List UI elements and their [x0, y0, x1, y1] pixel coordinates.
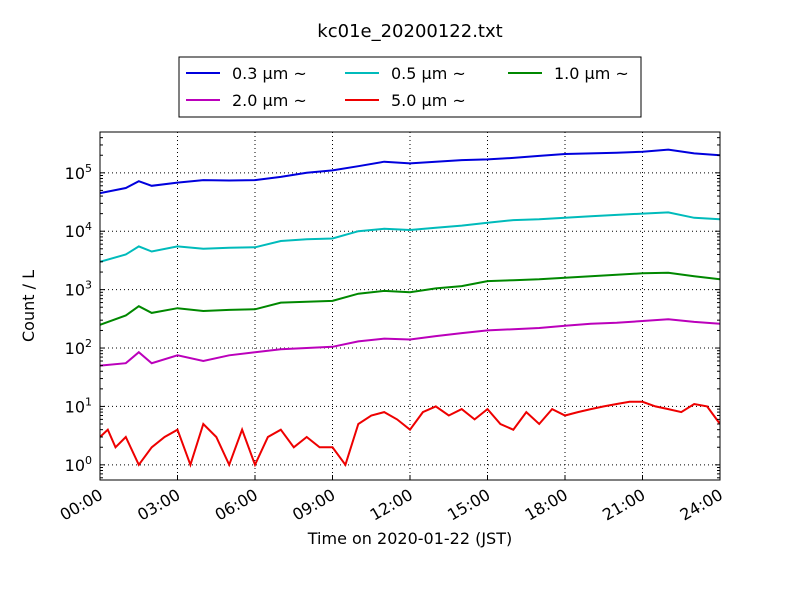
legend-label-2: 1.0 μm ~ — [554, 64, 629, 83]
legend-label-3: 2.0 μm ~ — [232, 91, 307, 110]
legend: 0.3 μm ~ 0.5 μm ~ 1.0 μm ~ 2.0 μm ~ 5.0 μm ~ — [178, 56, 642, 118]
x-axis-label: Time on 2020-01-22 (JST) — [307, 529, 512, 548]
y-tick-label: 104 — [65, 220, 92, 241]
series-line-1 — [100, 211, 720, 263]
series-line-3 — [100, 318, 720, 367]
legend-label-4: 5.0 μm ~ — [391, 91, 466, 110]
chart-title: kc01e_20200122.txt — [317, 21, 502, 42]
y-tick-label: 103 — [65, 279, 92, 300]
y-tick-label: 105 — [65, 162, 92, 183]
y-tick-label: 102 — [65, 337, 92, 358]
series-line-0 — [100, 148, 720, 195]
y-tick-label: 101 — [65, 395, 92, 416]
series-line-2 — [100, 271, 720, 326]
grid — [100, 132, 720, 480]
legend-label-0: 0.3 μm ~ — [232, 64, 307, 83]
y-axis-label: Count / L — [19, 270, 38, 342]
legend-label-1: 0.5 μm ~ — [391, 64, 466, 83]
legend-frame — [178, 56, 642, 118]
y-tick-label: 100 — [65, 454, 92, 475]
series-lines — [100, 148, 720, 468]
series-line-4 — [100, 400, 720, 468]
